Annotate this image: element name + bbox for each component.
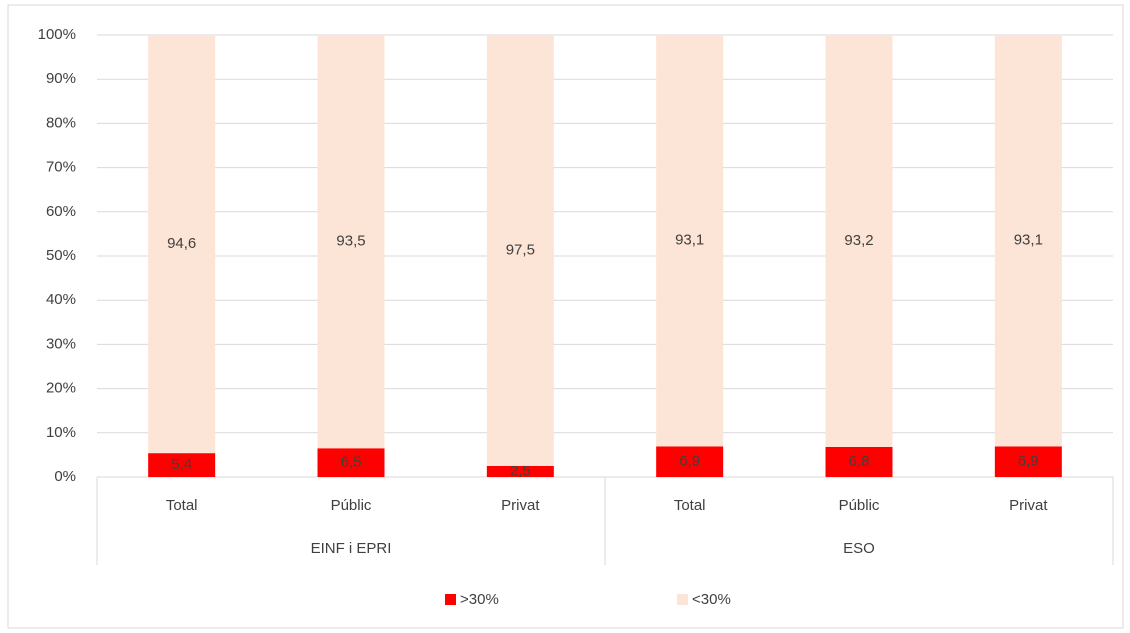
y-tick-label: 0%: [54, 468, 76, 485]
y-tick-label: 40%: [46, 291, 76, 308]
data-label: 94,6: [167, 235, 196, 252]
data-label: 6,5: [341, 454, 362, 471]
bar-segment: [656, 446, 724, 477]
legend-label: <30%: [692, 591, 731, 608]
bar-segment: [994, 35, 1062, 447]
y-tick-label: 60%: [46, 203, 76, 220]
bar-segment: [486, 35, 554, 466]
data-label: 93,5: [336, 233, 365, 250]
x-tick-label: Total: [166, 497, 198, 514]
bar-segment: [317, 448, 385, 477]
bar-segment: [656, 35, 724, 447]
x-tick-label: Públic: [331, 497, 372, 514]
data-label: 5,4: [171, 456, 192, 473]
data-label: 97,5: [506, 241, 535, 258]
legend-label: >30%: [460, 591, 499, 608]
y-tick-label: 10%: [46, 424, 76, 441]
bar-segment: [825, 446, 893, 477]
data-label: 93,1: [675, 232, 704, 249]
group-label: ESO: [843, 540, 875, 557]
legend-swatch: [677, 594, 688, 605]
data-label: 6,8: [849, 453, 870, 470]
bar-segment: [148, 35, 216, 454]
x-tick-label: Privat: [501, 497, 540, 514]
bar-segment: [317, 35, 385, 449]
x-tick-label: Públic: [839, 497, 880, 514]
bar-segment: [825, 35, 893, 447]
data-label: 2,5: [510, 462, 531, 479]
data-label: 6,9: [679, 453, 700, 470]
y-tick-label: 20%: [46, 380, 76, 397]
bar-segment: [148, 453, 216, 477]
x-tick-label: Privat: [1009, 497, 1048, 514]
data-label: 6,9: [1018, 453, 1039, 470]
y-tick-label: 30%: [46, 335, 76, 352]
bar-segment: [994, 446, 1062, 477]
y-tick-label: 50%: [46, 247, 76, 264]
y-tick-label: 70%: [46, 159, 76, 176]
bar-segment: [486, 465, 554, 477]
y-tick-label: 80%: [46, 114, 76, 131]
x-tick-label: Total: [674, 497, 706, 514]
data-label: 93,2: [844, 232, 873, 249]
y-tick-label: 100%: [38, 26, 76, 43]
data-label: 93,1: [1014, 232, 1043, 249]
legend-swatch: [445, 594, 456, 605]
group-label: EINF i EPRI: [311, 540, 392, 557]
y-tick-label: 90%: [46, 70, 76, 87]
